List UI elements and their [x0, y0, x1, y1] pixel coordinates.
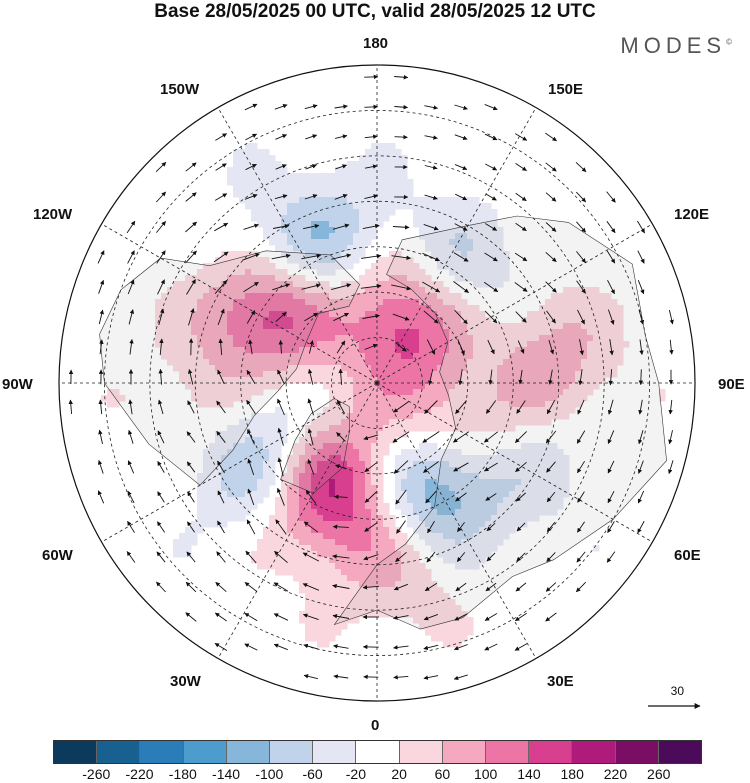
colorbar-tick-label: 180: [560, 766, 584, 782]
colorbar-swatch: [183, 741, 227, 763]
copyright-mark: ©: [726, 37, 732, 47]
colorbar-tick-label: 260: [647, 766, 671, 782]
coastlines: [99, 215, 667, 630]
colorbar-swatch: [529, 741, 573, 763]
reference-vector-label: 30: [670, 684, 684, 698]
colorbar-swatch: [615, 741, 659, 763]
colorbar-tick-label: -20: [345, 766, 366, 782]
colorbar-swatch: [313, 741, 357, 763]
map-title: Base 28/05/2025 00 UTC, valid 28/05/2025…: [154, 1, 596, 22]
colorbar-swatch: [54, 741, 98, 763]
colorbar-swatch: [97, 741, 141, 763]
colorbar-tick-label: 60: [434, 766, 451, 782]
lon-label-90w: 90W: [2, 376, 33, 393]
colorbar-swatch: [226, 741, 271, 763]
lon-label-150e: 150E: [548, 81, 584, 98]
colorbar-ticks: -260 -220 -180 -140 -100 -60 -20 20 60 100 140 180 2…: [0, 766, 750, 783]
colorbar-tick-label: 220: [603, 766, 628, 782]
lon-label-180: 180: [363, 35, 389, 52]
colorbar-swatch: [442, 741, 487, 763]
modes-logo: MODES©: [620, 33, 732, 59]
lon-label-0: 0: [371, 717, 380, 734]
colorbar-swatch: [270, 741, 314, 763]
colorbar-tick-label: -140: [212, 766, 241, 782]
colorbar-tick-label: -260: [82, 766, 111, 782]
lon-label-90e: 90E: [718, 376, 745, 393]
map-boundary: [58, 64, 696, 702]
lon-label-120w: 120W: [33, 206, 73, 223]
colorbar-swatch: [140, 741, 184, 763]
colorbar-tick-label: 140: [517, 766, 541, 782]
lon-label-60w: 60W: [42, 547, 73, 564]
colorbar-swatch: [658, 741, 702, 763]
colorbar-swatch: [486, 741, 530, 763]
lon-label-120e: 120E: [674, 206, 710, 223]
lon-label-150w: 150W: [160, 81, 200, 98]
colorbar-tick-label: -180: [168, 766, 197, 782]
colorbar-swatch: [356, 741, 400, 763]
colorbar-swatch: [572, 741, 616, 763]
colorbar-swatch: [399, 741, 443, 763]
colorbar: [53, 740, 702, 764]
colorbar-tick-label: -220: [125, 766, 154, 782]
lon-label-30e: 30E: [547, 673, 574, 690]
lon-label-30w: 30W: [170, 673, 201, 690]
colorbar-tick-label: 100: [473, 766, 498, 782]
colorbar-tick-label: -60: [302, 766, 323, 782]
graticule: [59, 65, 695, 701]
brand-text: MODES: [620, 33, 727, 58]
colorbar-tick-label: 20: [391, 766, 407, 782]
wind-vectors: [68, 74, 674, 681]
lon-label-60e: 60E: [674, 547, 701, 564]
colorbar-tick-label: -100: [255, 766, 284, 782]
